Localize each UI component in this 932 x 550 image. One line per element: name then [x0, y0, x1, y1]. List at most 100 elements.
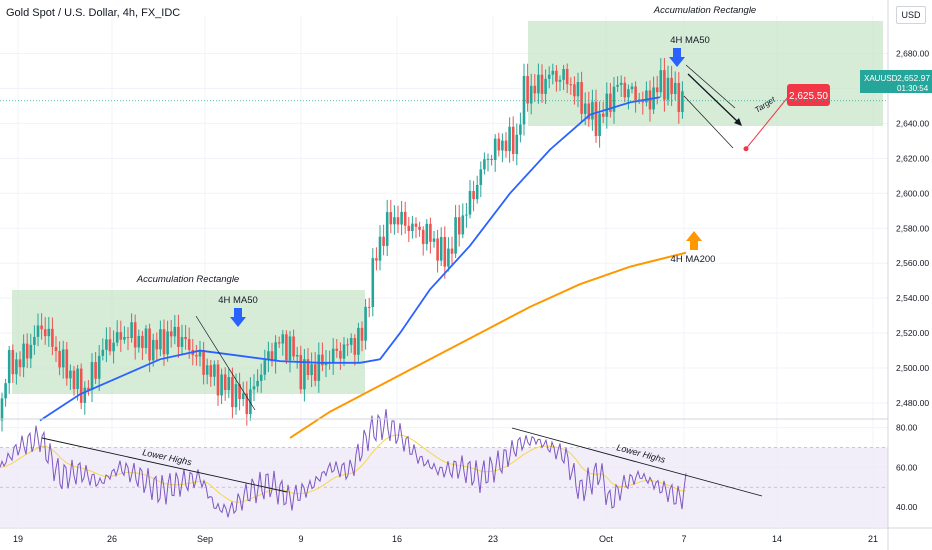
candle-body: [403, 211, 407, 226]
ma50-label-2: 4H MA50: [670, 35, 710, 46]
candle-body: [555, 70, 558, 82]
candle-body: [425, 223, 429, 245]
candle-body: [339, 350, 342, 359]
rsi-tick-label: 80.00: [896, 423, 918, 433]
candle-body: [79, 368, 83, 403]
candle-body: [4, 383, 7, 399]
candle-body: [94, 362, 97, 379]
candle-body: [493, 138, 497, 161]
candle-body: [601, 113, 605, 117]
candle-body: [159, 329, 162, 350]
time-tick-label: 26: [107, 534, 117, 544]
candle-body: [72, 370, 76, 389]
candle-body: [515, 134, 519, 155]
candle-body: [486, 158, 490, 160]
candle-body: [447, 248, 450, 267]
candle-body: [648, 90, 652, 110]
candle-body: [177, 326, 180, 347]
candle-body: [22, 343, 25, 368]
candle-body: [65, 349, 69, 379]
candle-body: [155, 339, 159, 350]
candle-body: [591, 101, 594, 120]
target-line: [745, 96, 789, 150]
rsi-tick-label: 40.00: [896, 502, 918, 512]
candle-body: [108, 339, 112, 352]
rsi-line: [0, 409, 687, 518]
candle-body: [90, 362, 94, 390]
candle-body: [43, 329, 47, 337]
candle-body: [245, 393, 249, 415]
candle-body: [681, 91, 684, 112]
candle-body: [533, 85, 537, 94]
candle-body: [609, 93, 612, 112]
candle-body: [292, 336, 295, 357]
candle-body: [623, 82, 627, 98]
price-tick-label: 2,520.00: [896, 328, 929, 338]
candle-body: [310, 364, 313, 376]
candle-body: [461, 215, 465, 235]
candle-body: [670, 77, 673, 95]
currency-selector[interactable]: USD: [896, 6, 926, 24]
candle-body: [151, 339, 155, 361]
candle-body: [666, 77, 670, 100]
ma50-label-1: 4H MA50: [218, 295, 258, 306]
candle-body: [645, 90, 648, 103]
candle-body: [364, 306, 367, 341]
channel-line: [683, 95, 734, 149]
ma200-line: [289, 251, 687, 439]
candle-body: [148, 328, 151, 361]
candle-body: [583, 103, 587, 114]
down-arrow-icon: [230, 308, 246, 327]
channel-line: [195, 315, 256, 411]
candle-body: [115, 332, 119, 343]
candle-body: [317, 354, 321, 381]
candle-body: [367, 306, 371, 308]
ma200-label: 4H MA200: [671, 254, 716, 265]
candle-body: [184, 336, 187, 340]
candle-body: [529, 85, 533, 104]
candle-body: [47, 328, 51, 337]
candle-body: [166, 331, 169, 355]
candle-body: [393, 217, 396, 225]
candle-body: [335, 348, 339, 351]
candle-body: [256, 380, 259, 387]
candle-body: [306, 359, 310, 376]
time-tick-label: 19: [13, 534, 23, 544]
candle-body: [220, 374, 223, 396]
candle-body: [630, 86, 634, 90]
price-tick-label: 2,580.00: [896, 223, 929, 233]
candle-body: [342, 344, 346, 359]
candle-body: [69, 370, 72, 379]
candle-body: [436, 238, 439, 261]
candle-body: [285, 334, 288, 361]
projection-line: [687, 73, 739, 123]
candle-body: [173, 326, 177, 337]
time-tick-label: 16: [392, 534, 402, 544]
candle-body: [497, 138, 501, 151]
candle-body: [205, 365, 209, 375]
candle-body: [303, 359, 306, 390]
candle-body: [472, 190, 475, 200]
candle-body: [195, 355, 198, 357]
candle-body: [249, 389, 252, 415]
candle-body: [663, 70, 666, 100]
target-dot: [743, 146, 749, 152]
candle-body: [33, 336, 36, 345]
candle-body: [105, 339, 108, 350]
candle-body: [411, 223, 414, 232]
lower-highs-line-2: [511, 427, 763, 497]
candle-body: [331, 348, 335, 364]
candle-body: [357, 327, 360, 355]
price-tick-label: 2,640.00: [896, 118, 929, 128]
candle-body: [389, 212, 393, 225]
candle-body: [259, 374, 263, 381]
candle-body: [490, 158, 493, 161]
price-tick-label: 2,560.00: [896, 258, 929, 268]
candle-body: [252, 386, 256, 390]
candle-body: [241, 393, 245, 400]
candle-body: [576, 82, 580, 97]
price-badge-symbol: XAUUSD: [864, 74, 898, 83]
candle-body: [522, 75, 526, 125]
chart-title: Gold Spot / U.S. Dollar, 4h, FX_IDC: [6, 7, 181, 19]
